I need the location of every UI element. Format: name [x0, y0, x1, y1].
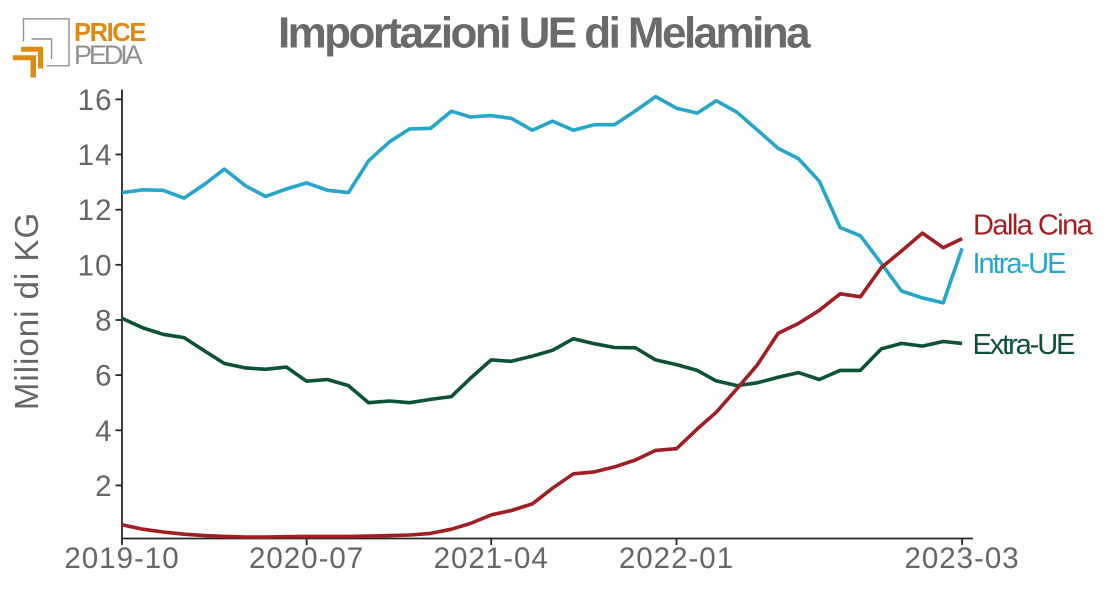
svg-text:PEDIA: PEDIA — [74, 40, 143, 70]
svg-text:2021-04: 2021-04 — [434, 542, 549, 575]
svg-text:12: 12 — [78, 194, 113, 227]
svg-text:2019-10: 2019-10 — [64, 542, 179, 575]
svg-text:Importazioni UE di Melamina: Importazioni UE di Melamina — [278, 9, 811, 58]
svg-text:Milioni di KG: Milioni di KG — [8, 212, 45, 410]
svg-text:2: 2 — [95, 470, 112, 503]
svg-text:14: 14 — [78, 139, 113, 172]
svg-text:PRICE: PRICE — [74, 19, 146, 47]
svg-text:Dalla Cina: Dalla Cina — [973, 210, 1094, 242]
svg-text:2022-01: 2022-01 — [619, 542, 734, 575]
svg-text:Intra-UE: Intra-UE — [973, 248, 1067, 280]
svg-text:8: 8 — [95, 305, 112, 338]
svg-text:4: 4 — [95, 415, 112, 448]
svg-text:16: 16 — [78, 84, 113, 117]
svg-text:2023-03: 2023-03 — [904, 542, 1019, 575]
svg-text:2020-07: 2020-07 — [249, 542, 364, 575]
svg-text:6: 6 — [95, 360, 112, 393]
svg-text:10: 10 — [78, 249, 113, 282]
svg-text:Extra-UE: Extra-UE — [973, 329, 1076, 361]
